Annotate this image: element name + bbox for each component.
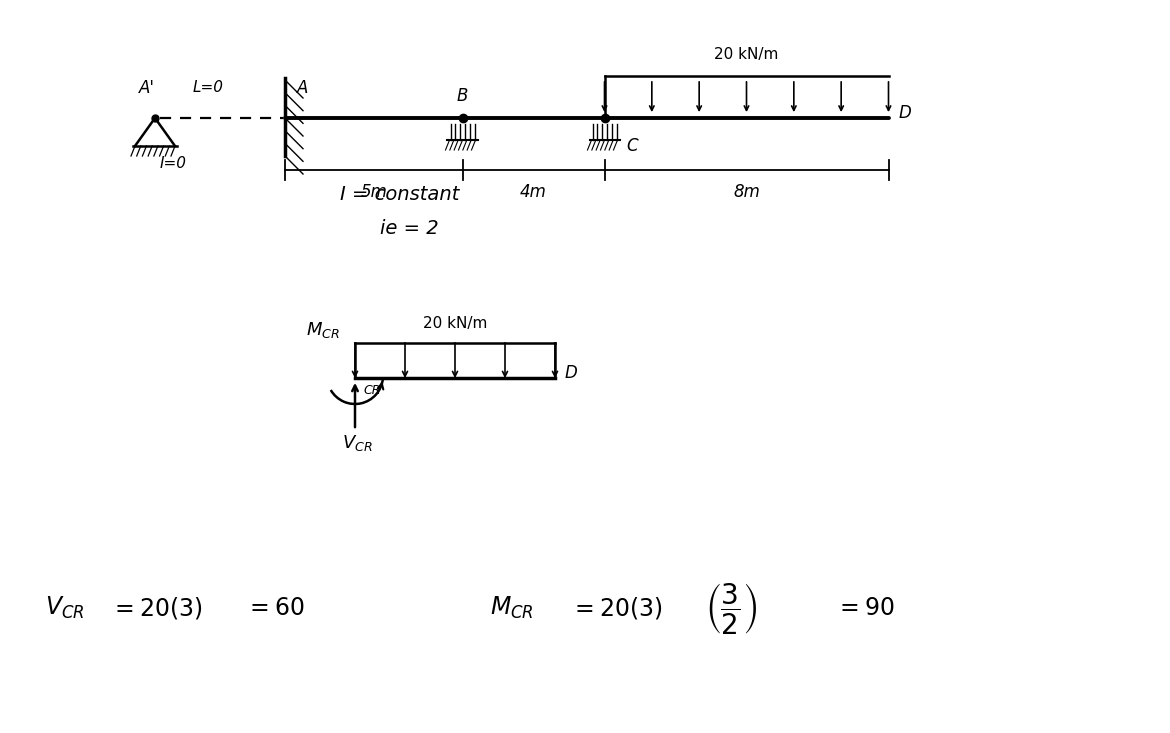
Text: 20 kN/m: 20 kN/m — [715, 46, 779, 62]
Text: 20 kN/m: 20 kN/m — [422, 315, 487, 331]
Text: $V_{CR}$: $V_{CR}$ — [342, 433, 372, 453]
Text: C: C — [626, 137, 638, 155]
Text: 5m: 5m — [360, 183, 387, 201]
Text: $\left(\dfrac{3}{2}\right)$: $\left(\dfrac{3}{2}\right)$ — [706, 581, 757, 636]
Text: 8m: 8m — [734, 183, 760, 201]
Text: B: B — [456, 87, 468, 105]
Text: $V_{CR}$: $V_{CR}$ — [44, 595, 84, 621]
Text: ie = 2: ie = 2 — [380, 218, 439, 237]
Text: I=0: I=0 — [160, 155, 187, 171]
Text: $= 60$: $= 60$ — [245, 596, 304, 620]
Text: $M_{CR}$: $M_{CR}$ — [307, 320, 340, 340]
Text: 4m: 4m — [519, 183, 546, 201]
Text: A: A — [297, 79, 309, 97]
Text: L=0: L=0 — [193, 81, 223, 95]
Text: I = constant: I = constant — [340, 185, 460, 205]
Text: $M_{CR}$: $M_{CR}$ — [490, 595, 534, 621]
Text: D: D — [565, 364, 578, 382]
Text: D: D — [899, 104, 911, 122]
Text: A': A' — [139, 79, 154, 97]
Text: CR: CR — [363, 383, 380, 397]
Text: $= 20(3)$: $= 20(3)$ — [570, 595, 662, 621]
Text: $= 20(3)$: $= 20(3)$ — [110, 595, 202, 621]
Text: $= 90$: $= 90$ — [835, 596, 894, 620]
